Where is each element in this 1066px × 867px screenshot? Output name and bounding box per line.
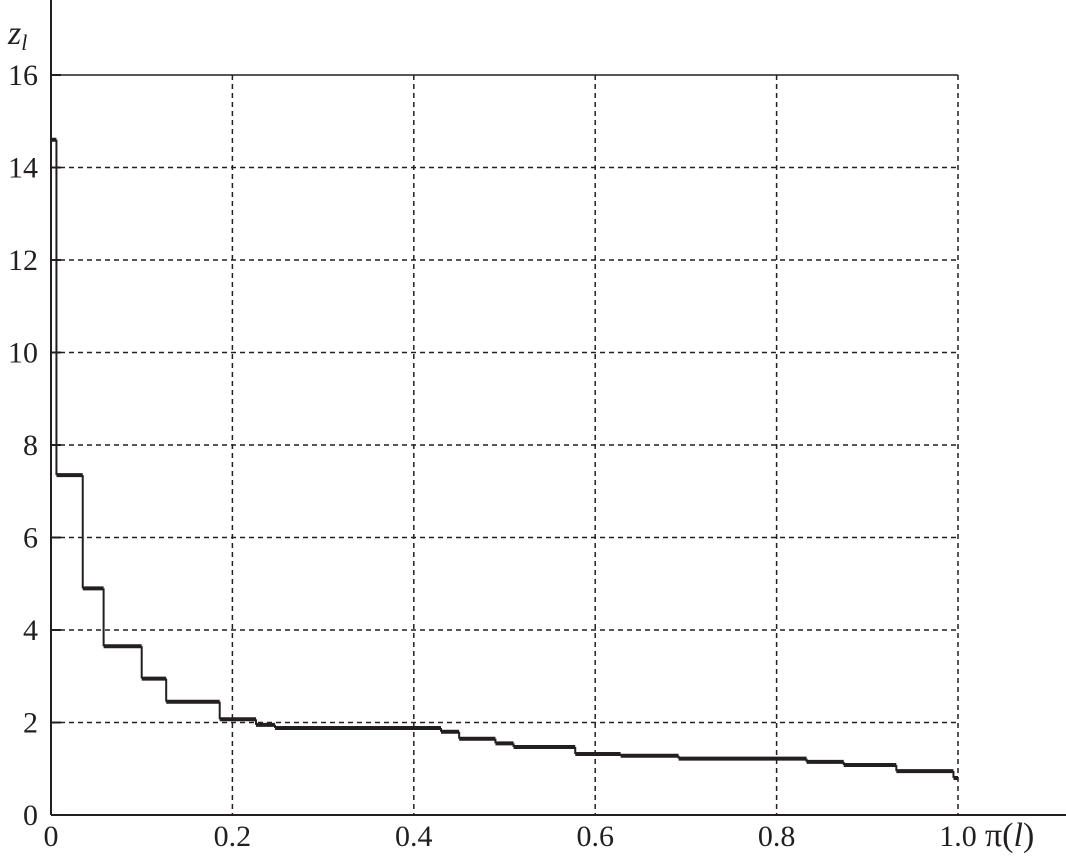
x-axis-label: π(l) xyxy=(985,817,1034,854)
y-tick-label: 0 xyxy=(23,799,38,832)
x-tick-label: 0.8 xyxy=(758,820,796,853)
grid xyxy=(51,74,959,815)
x-tick-label: 0.2 xyxy=(214,820,252,853)
tick-labels: 0 2 4 6 8 10 12 14 16 0 0.2 0.4 0.6 0.8 1.0 xyxy=(8,59,977,853)
x-tick-label: 0.6 xyxy=(576,820,614,853)
y-tick-label: 8 xyxy=(23,429,38,462)
x-tick-label: 0 xyxy=(44,820,59,853)
y-tick-label: 10 xyxy=(8,337,38,370)
y-tick-label: 14 xyxy=(8,152,38,185)
axes xyxy=(50,0,1066,816)
y-tick-label: 16 xyxy=(8,59,38,92)
y-tick-label: 2 xyxy=(23,707,38,740)
y-tick-label: 4 xyxy=(23,614,38,647)
x-tick-label: 0.4 xyxy=(395,820,433,853)
x-tick-label: 1.0 xyxy=(939,820,977,853)
y-tick-label: 6 xyxy=(23,522,38,555)
y-axis-label: zl xyxy=(7,15,27,55)
y-tick-label: 12 xyxy=(8,244,38,277)
series-step-line xyxy=(51,137,958,780)
